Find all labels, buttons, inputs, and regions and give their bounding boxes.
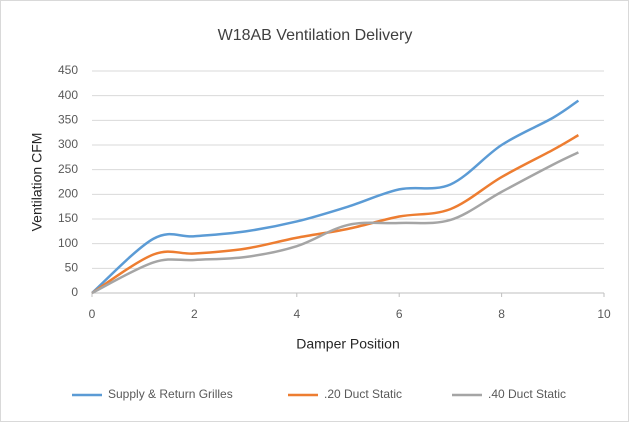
y-tick-label: 150 (58, 211, 78, 225)
chart-title: W18AB Ventilation Delivery (218, 27, 413, 44)
x-tick-label: 10 (597, 307, 611, 321)
y-tick-label: 450 (58, 63, 78, 77)
y-tick-label: 300 (58, 137, 78, 151)
x-tick-label: 0 (89, 307, 96, 321)
y-tick-label: 0 (71, 285, 78, 299)
y-tick-label: 400 (58, 88, 78, 102)
x-tick-label: 6 (396, 307, 403, 321)
y-axis-title: Ventilation CFM (29, 133, 45, 232)
y-tick-label: 350 (58, 113, 78, 127)
legend-label: Supply & Return Grilles (108, 387, 233, 401)
x-axis-title: Damper Position (296, 336, 400, 352)
line (91, 99, 580, 294)
y-tick-label: 250 (58, 162, 78, 176)
legend-label: .20 Duct Static (324, 387, 402, 401)
y-tick-label: 200 (58, 187, 78, 201)
legend-label: .40 Duct Static (488, 387, 566, 401)
y-tick-label: 50 (65, 261, 79, 275)
line (91, 151, 579, 295)
x-tick-label: 4 (293, 307, 300, 321)
line (91, 134, 580, 295)
x-tick-label: 2 (191, 307, 198, 321)
x-tick-label: 8 (498, 307, 505, 321)
y-tick-label: 100 (58, 236, 78, 250)
